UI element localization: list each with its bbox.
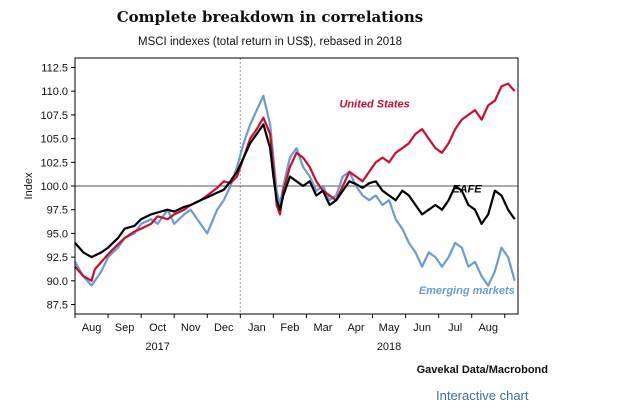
y-tick-label: 110.0	[41, 86, 68, 98]
y-axis: 87.5 90.0 92.5 95.0 97.5 100.0 102.5 105.0 107.5…	[40, 62, 75, 312]
series-lines	[74, 82, 516, 287]
x-tick-label: Oct	[149, 322, 166, 334]
series-line-united-states	[74, 82, 516, 282]
y-tick-label: 87.5	[47, 300, 68, 312]
y-tick-label: 95.0	[47, 228, 68, 240]
y-tick-label: 97.5	[47, 205, 68, 217]
annotation-emerging-markets: Emerging markets	[419, 285, 515, 297]
annotation-united-states: United States	[339, 98, 409, 110]
x-tick-label: Apr	[347, 322, 364, 334]
chart-title: Complete breakdown in correlations	[116, 8, 424, 26]
annotation-eafe: EAFE	[452, 184, 482, 196]
x-tick-label: Nov	[181, 322, 201, 334]
x-tick-label: Jun	[413, 322, 431, 334]
y-tick-label: 102.5	[40, 157, 68, 169]
chart-subtitle: MSCI indexes (total return in US$), reba…	[138, 36, 402, 48]
x-tick-label: May	[379, 322, 400, 334]
x-year-label: 2018	[377, 341, 401, 353]
source-note: Gavekal Data/Macrobond	[416, 364, 548, 376]
series-line-eafe	[74, 123, 516, 259]
x-tick-label: Jan	[248, 322, 266, 334]
x-tick-label: Aug	[82, 322, 102, 334]
series-annotations: United States EAFE Emerging markets	[339, 98, 514, 297]
y-axis-label: Index	[23, 172, 35, 199]
y-tick-label: 90.0	[47, 276, 68, 288]
y-tick-label: 92.5	[47, 252, 68, 264]
x-tick-label: Jul	[448, 322, 462, 334]
x-tick-label: Aug	[478, 322, 498, 334]
series-line-emerging-markets	[74, 94, 516, 287]
x-year-label: 2017	[145, 341, 169, 353]
x-axis: Aug Sep Oct Nov Dec Jan Feb Mar Apr May Jun Jul Aug 2…	[74, 314, 506, 353]
x-tick-label: Feb	[280, 322, 299, 334]
x-tick-label: Mar	[313, 322, 332, 334]
y-tick-label: 100.0	[40, 181, 68, 193]
x-tick-label: Sep	[115, 322, 135, 334]
y-tick-label: 107.5	[40, 110, 68, 122]
interactive-chart-link[interactable]: Interactive chart	[436, 388, 529, 403]
x-tick-label: Dec	[214, 322, 234, 334]
y-tick-label: 105.0	[40, 134, 68, 146]
y-tick-label: 112.5	[41, 62, 68, 74]
